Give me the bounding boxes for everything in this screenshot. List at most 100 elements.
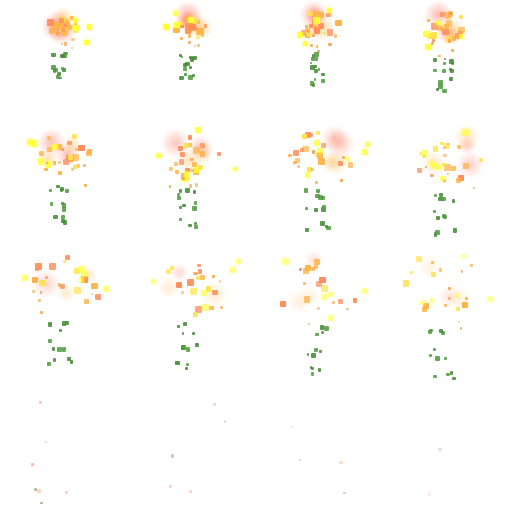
flame-particle xyxy=(333,33,338,38)
stray-spark xyxy=(57,161,61,165)
sprite-frame-14 xyxy=(128,384,256,512)
flame-particle xyxy=(464,296,469,301)
flame-particle xyxy=(315,280,322,287)
leaf-particle xyxy=(314,57,319,61)
leaf-particle xyxy=(433,374,437,379)
flame-particle xyxy=(62,158,70,166)
spark-particle xyxy=(364,141,371,148)
leaf-particle xyxy=(442,88,447,93)
flame-particle xyxy=(422,307,427,312)
sprite-frame-15 xyxy=(256,384,384,512)
leaf-particle xyxy=(304,206,309,211)
leaf-particle xyxy=(309,61,313,65)
leaf-particle xyxy=(182,66,187,71)
leaf-particle xyxy=(321,204,326,209)
flame-particle xyxy=(443,163,451,171)
leaf-particle xyxy=(311,83,316,87)
stray-spark xyxy=(469,263,474,268)
stray-spark xyxy=(212,275,215,278)
flame-particle xyxy=(175,170,179,174)
leaf-particle xyxy=(178,189,183,193)
flame-particle xyxy=(205,286,212,292)
flame-particle xyxy=(183,143,189,149)
sprite-frame-12 xyxy=(384,250,512,384)
leaf-particle xyxy=(176,325,180,328)
flame-particle xyxy=(74,286,81,294)
flame-particle xyxy=(322,31,327,36)
leaf-particle xyxy=(57,347,63,353)
flame-particle xyxy=(454,33,461,40)
flame-particle xyxy=(175,282,182,289)
flame-particle xyxy=(318,157,326,165)
flame-particle xyxy=(67,154,73,161)
stray-spark xyxy=(438,54,442,58)
flame-particle xyxy=(31,276,39,284)
flame-particle xyxy=(196,28,203,35)
sprite-frame-5 xyxy=(0,128,128,256)
flame-particle xyxy=(314,25,318,29)
leaf-particle xyxy=(451,199,456,203)
flame-particle xyxy=(443,24,449,30)
stray-spark xyxy=(317,306,321,310)
flame-particle xyxy=(448,11,453,16)
flame-particle xyxy=(196,263,201,268)
leaf-particle xyxy=(174,360,179,365)
leaf-particle xyxy=(317,368,322,372)
leaf-particle xyxy=(40,501,43,505)
leaf-particle xyxy=(185,347,190,352)
flame-particle xyxy=(59,22,65,28)
flame-particle xyxy=(307,167,313,172)
spark-particle xyxy=(423,30,430,38)
flame-particle xyxy=(335,19,342,27)
flame-particle xyxy=(302,145,309,152)
leaf-particle xyxy=(188,223,192,228)
leaf-particle xyxy=(321,195,326,201)
leaf-particle xyxy=(310,56,316,61)
spark-particle xyxy=(72,24,80,32)
leaf-particle xyxy=(178,54,183,58)
flame-particle xyxy=(72,133,78,139)
flame-particle xyxy=(52,161,57,165)
flame-particle xyxy=(185,28,191,35)
flame-particle xyxy=(313,27,321,34)
leaf-particle xyxy=(318,194,324,200)
stray-spark xyxy=(317,50,320,53)
leaf-particle xyxy=(324,224,329,229)
spark-particle xyxy=(84,39,90,45)
leaf-particle xyxy=(306,353,310,356)
leaf-particle xyxy=(61,202,67,208)
flame-particle xyxy=(62,18,69,26)
spark-particle xyxy=(362,287,369,295)
leaf-particle xyxy=(60,66,65,71)
flame-particle xyxy=(347,162,353,168)
flame-particle xyxy=(313,265,319,270)
flame-particle xyxy=(180,151,186,158)
leaf-particle xyxy=(433,234,438,238)
stray-spark xyxy=(180,290,185,295)
leaf-particle xyxy=(439,328,444,334)
flame-particle xyxy=(76,164,80,169)
flame-particle xyxy=(200,33,204,37)
spark-particle xyxy=(151,279,156,284)
flame-particle xyxy=(55,23,63,31)
leaf-particle xyxy=(58,328,62,332)
stray-spark xyxy=(194,183,199,187)
leaf-particle xyxy=(170,454,175,458)
leaf-particle xyxy=(443,357,448,361)
sprite-frame-10 xyxy=(128,255,256,384)
flame-particle xyxy=(329,13,333,17)
spark-particle xyxy=(173,11,179,16)
flame-particle xyxy=(320,142,326,148)
flame-particle xyxy=(216,152,221,157)
leaf-particle xyxy=(446,372,451,377)
stray-spark xyxy=(451,49,454,52)
flame-particle xyxy=(187,34,192,38)
spark-particle xyxy=(462,128,470,136)
flame-particle xyxy=(200,143,206,149)
leaf-particle xyxy=(177,192,181,196)
flame-particle xyxy=(304,131,312,139)
flame-particle xyxy=(177,145,183,152)
stray-spark xyxy=(90,292,93,296)
stray-spark xyxy=(443,153,447,158)
spark-particle xyxy=(328,315,334,321)
